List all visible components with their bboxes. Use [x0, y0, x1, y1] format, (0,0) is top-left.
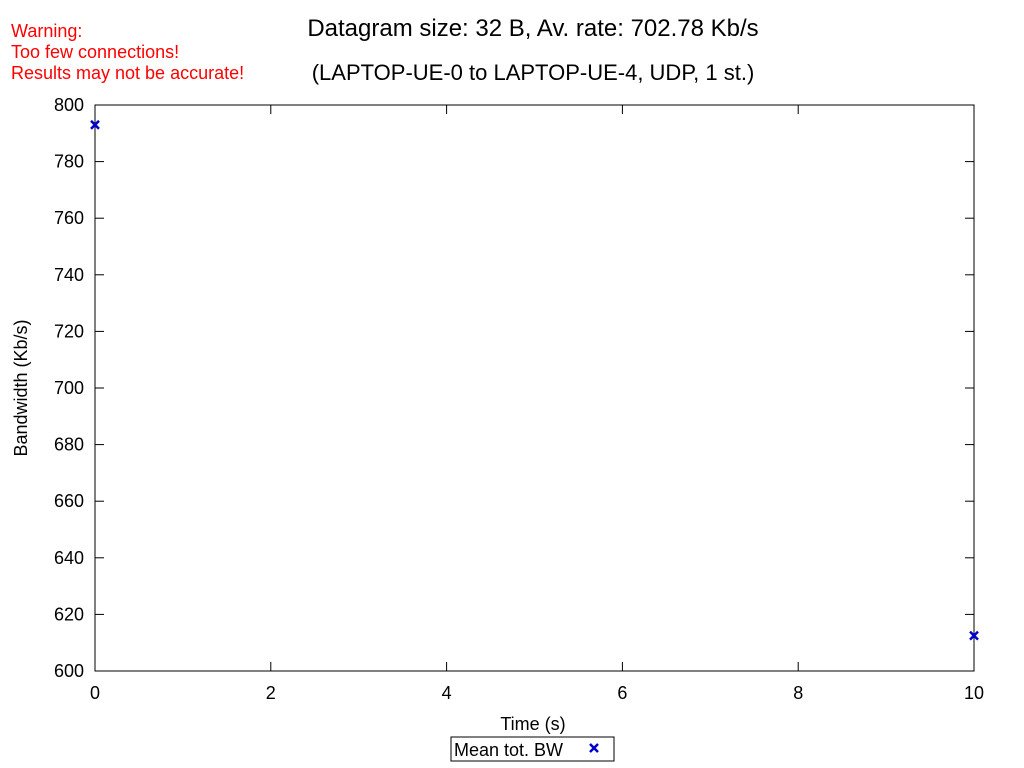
y-tick-label: 720	[54, 321, 84, 341]
y-tick-label: 760	[54, 208, 84, 228]
warning-line-1: Warning:	[11, 21, 83, 41]
warning-message: Warning: Too few connections! Results ma…	[11, 21, 244, 84]
y-tick-label: 660	[54, 491, 84, 511]
y-axis-label: Bandwidth (Kb/s)	[11, 319, 31, 456]
legend-label: Mean tot. BW	[454, 740, 563, 760]
chart-title: Datagram size: 32 B, Av. rate: 702.78 Kb…	[307, 15, 759, 42]
y-tick-label: 780	[54, 152, 84, 172]
data-point	[969, 630, 979, 641]
y-tick-label: 620	[54, 604, 84, 624]
y-tick-label: 680	[54, 435, 84, 455]
warning-line-2: Too few connections!	[11, 42, 180, 62]
legend-marker	[589, 743, 599, 753]
y-tick-label: 700	[54, 378, 84, 398]
x-tick-label: 8	[793, 683, 803, 703]
warning-line-3: Results may not be accurate!	[11, 63, 245, 83]
x-tick-label: 0	[90, 683, 100, 703]
y-tick-label: 740	[54, 265, 84, 285]
y-tick-label: 640	[54, 548, 84, 568]
x-axis-label: Time (s)	[500, 714, 565, 734]
chart-subtitle: (LAPTOP-UE-0 to LAPTOP-UE-4, UDP, 1 st.)	[311, 60, 755, 85]
x-tick-label: 4	[442, 683, 452, 703]
plot-frame	[94, 104, 975, 672]
legend-box	[450, 736, 615, 762]
y-tick-label: 600	[54, 661, 84, 681]
x-tick-label: 10	[964, 683, 984, 703]
y-tick-label: 800	[54, 95, 84, 115]
data-point	[90, 119, 100, 130]
legend: Mean tot. BW	[450, 736, 615, 762]
x-tick-label: 2	[266, 683, 276, 703]
x-tick-label: 6	[617, 683, 627, 703]
